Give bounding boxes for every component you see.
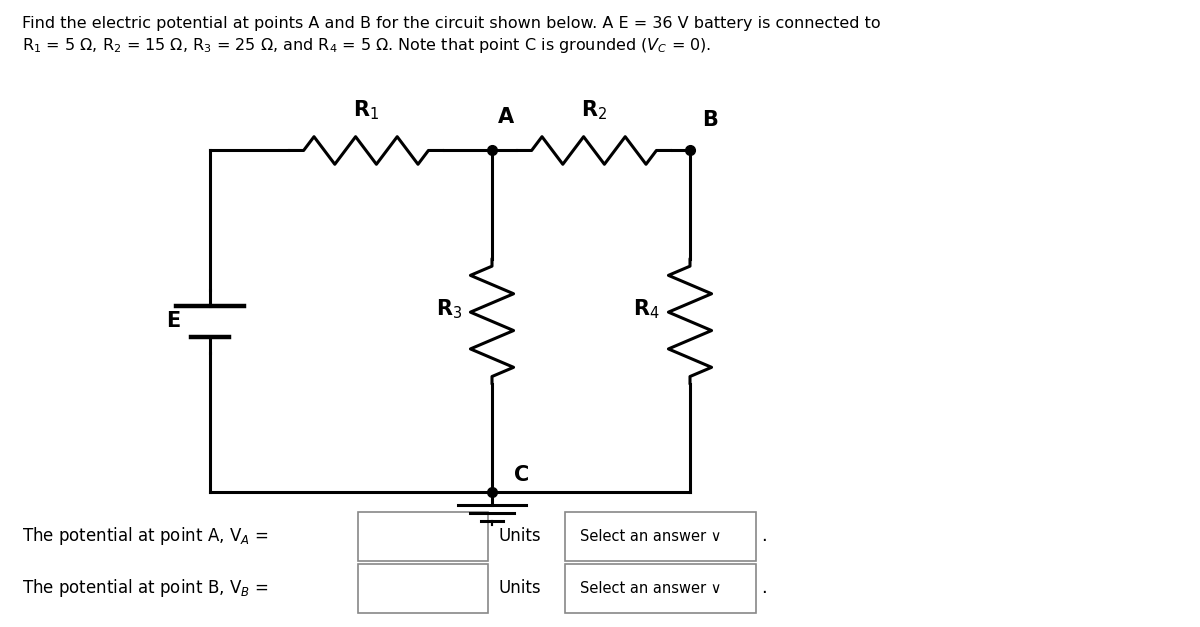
Text: B: B xyxy=(702,110,718,130)
Text: .: . xyxy=(761,579,767,597)
Text: The potential at point B, V$_B$ =: The potential at point B, V$_B$ = xyxy=(22,577,268,599)
Text: A: A xyxy=(498,107,514,127)
Text: Select an answer ∨: Select an answer ∨ xyxy=(581,529,721,544)
Text: R$_1$: R$_1$ xyxy=(353,98,379,122)
FancyBboxPatch shape xyxy=(358,512,488,561)
Text: R$_3$: R$_3$ xyxy=(436,297,462,320)
Text: .: . xyxy=(761,527,767,545)
Text: R$_4$: R$_4$ xyxy=(634,297,660,320)
Text: Units: Units xyxy=(498,527,541,545)
Text: The potential at point A, V$_A$ =: The potential at point A, V$_A$ = xyxy=(22,525,268,547)
Text: C: C xyxy=(514,465,529,485)
Text: R$_1$ = 5 $\Omega$, R$_2$ = 15 $\Omega$, R$_3$ = 25 $\Omega$, and R$_4$ = 5 $\Om: R$_1$ = 5 $\Omega$, R$_2$ = 15 $\Omega$,… xyxy=(22,36,710,55)
Text: Select an answer ∨: Select an answer ∨ xyxy=(581,581,721,596)
Text: E: E xyxy=(166,312,180,331)
Text: Units: Units xyxy=(498,579,541,597)
FancyBboxPatch shape xyxy=(358,564,488,613)
FancyBboxPatch shape xyxy=(565,512,756,561)
Text: Find the electric potential at points A and B for the circuit shown below. A E =: Find the electric potential at points A … xyxy=(22,16,881,31)
FancyBboxPatch shape xyxy=(565,564,756,613)
Text: R$_2$: R$_2$ xyxy=(581,98,607,122)
